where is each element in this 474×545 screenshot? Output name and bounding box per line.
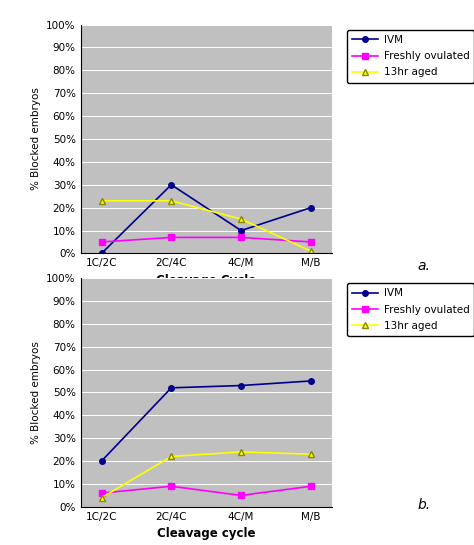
Line: Freshly ovulated: Freshly ovulated: [99, 483, 314, 498]
IVM: [99, 458, 104, 464]
13hr aged: [238, 449, 244, 455]
Freshly ovulated: [99, 490, 104, 496]
Freshly ovulated: [308, 239, 314, 245]
13hr aged: [168, 197, 174, 204]
IVM: [238, 227, 244, 234]
Freshly ovulated: [99, 239, 104, 245]
X-axis label: Cleavage cycle: Cleavage cycle: [157, 527, 255, 540]
IVM: [308, 378, 314, 384]
13hr aged: [99, 197, 104, 204]
13hr aged: [238, 216, 244, 222]
IVM: [168, 385, 174, 391]
Freshly ovulated: [308, 483, 314, 489]
13hr aged: [168, 453, 174, 460]
Legend: IVM, Freshly ovulated, 13hr aged: IVM, Freshly ovulated, 13hr aged: [347, 283, 474, 336]
IVM: [168, 181, 174, 188]
Freshly ovulated: [168, 483, 174, 489]
Y-axis label: % Blocked embryos: % Blocked embryos: [31, 88, 41, 190]
Freshly ovulated: [168, 234, 174, 241]
Freshly ovulated: [238, 234, 244, 241]
Line: IVM: IVM: [99, 378, 314, 464]
13hr aged: [308, 248, 314, 255]
X-axis label: Cleavage Cycle: Cleavage Cycle: [156, 274, 256, 287]
13hr aged: [99, 494, 104, 501]
Line: Freshly ovulated: Freshly ovulated: [99, 235, 314, 245]
IVM: [99, 250, 104, 257]
Line: 13hr aged: 13hr aged: [98, 197, 314, 255]
Line: 13hr aged: 13hr aged: [98, 449, 314, 501]
Freshly ovulated: [238, 492, 244, 499]
13hr aged: [308, 451, 314, 457]
Y-axis label: % Blocked embryos: % Blocked embryos: [31, 341, 41, 444]
Text: b.: b.: [417, 498, 430, 512]
Line: IVM: IVM: [99, 182, 314, 256]
Legend: IVM, Freshly ovulated, 13hr aged: IVM, Freshly ovulated, 13hr aged: [347, 30, 474, 83]
Text: a.: a.: [417, 258, 430, 272]
IVM: [238, 382, 244, 389]
IVM: [308, 204, 314, 211]
